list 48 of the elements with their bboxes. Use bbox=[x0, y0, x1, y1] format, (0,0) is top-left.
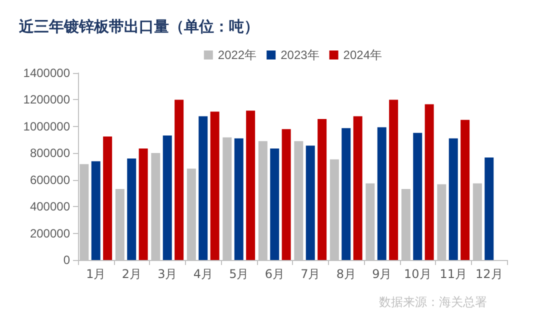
legend-label: 2024年 bbox=[343, 48, 382, 62]
x-tick-label: 6月 bbox=[264, 267, 284, 281]
bar bbox=[198, 116, 208, 260]
y-tick-label: 1200000 bbox=[23, 92, 70, 107]
bar bbox=[91, 161, 100, 260]
x-tick-label: 7月 bbox=[300, 267, 320, 281]
bar bbox=[377, 127, 386, 260]
x-tick-label: 3月 bbox=[158, 267, 178, 281]
legend-label: 2023年 bbox=[280, 48, 320, 62]
bar bbox=[484, 158, 494, 260]
bar bbox=[210, 112, 220, 260]
x-tick-label: 9月 bbox=[372, 267, 392, 281]
bar bbox=[103, 136, 112, 260]
y-tick-label: 400000 bbox=[30, 200, 70, 214]
bar bbox=[174, 100, 184, 260]
y-tick-label: 600000 bbox=[30, 172, 70, 187]
bar bbox=[342, 128, 351, 260]
bar bbox=[389, 100, 398, 260]
x-tick-label: 11月 bbox=[440, 267, 468, 281]
y-tick-label: 1000000 bbox=[23, 119, 70, 134]
x-tick-label: 5月 bbox=[229, 267, 249, 281]
bar bbox=[282, 129, 291, 260]
legend-label: 2022年 bbox=[218, 48, 257, 62]
bar bbox=[234, 138, 244, 260]
bar bbox=[413, 132, 422, 260]
bar bbox=[246, 110, 256, 260]
y-tick-label: 1400000 bbox=[23, 66, 70, 80]
bar bbox=[424, 104, 434, 260]
x-tick-label: 1月 bbox=[86, 267, 106, 281]
bar bbox=[353, 116, 362, 260]
source-note: 数据来源：海关总署 bbox=[379, 295, 487, 309]
y-tick-label: 0 bbox=[63, 253, 70, 267]
bar bbox=[306, 146, 315, 260]
x-tick-label: 12月 bbox=[475, 267, 503, 281]
bar bbox=[460, 120, 470, 260]
bar bbox=[127, 158, 136, 260]
bar bbox=[448, 138, 458, 260]
bar bbox=[318, 118, 327, 260]
y-tick-label: 800000 bbox=[30, 146, 70, 160]
x-tick-label: 2月 bbox=[122, 267, 142, 281]
bar bbox=[270, 148, 280, 260]
bar bbox=[162, 136, 172, 260]
y-tick-label: 200000 bbox=[30, 226, 70, 240]
x-tick-label: 10月 bbox=[404, 267, 432, 281]
chart-title: 近三年镀锌板带出口量（单位：吨） bbox=[18, 18, 259, 36]
x-tick-label: 4月 bbox=[193, 267, 213, 281]
x-tick-label: 8月 bbox=[336, 267, 356, 281]
bar bbox=[138, 148, 148, 260]
